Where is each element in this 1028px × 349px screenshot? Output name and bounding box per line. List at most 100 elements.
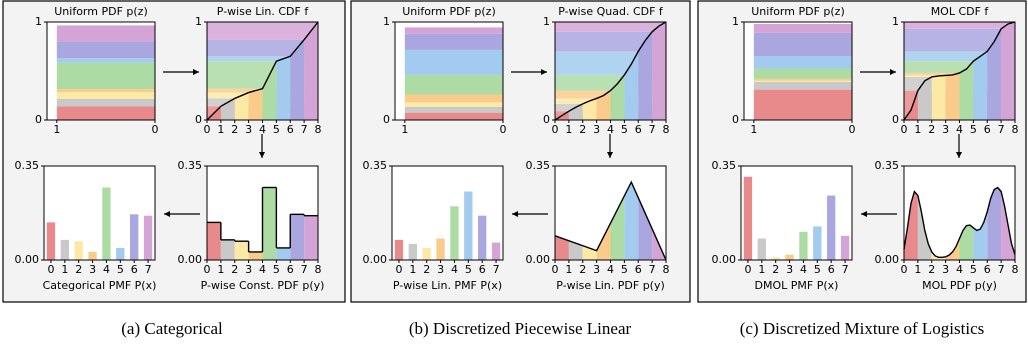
x-tick-label: 5 (970, 263, 977, 276)
x-tick-label: 2 (928, 123, 935, 136)
arrow-head (512, 211, 518, 217)
caption: (a) Categorical (121, 319, 223, 338)
x-tick-label: 3 (437, 263, 444, 276)
bar (799, 231, 808, 260)
y-tick-label: 0.35 (875, 159, 900, 172)
x-tick-label: 5 (465, 263, 472, 276)
area-fill (290, 39, 305, 120)
x-tick-label: 8 (663, 123, 670, 136)
bar (464, 191, 473, 260)
y-tick-label: 1 (35, 15, 42, 28)
area-fill (234, 92, 249, 120)
area-fill (987, 28, 1002, 120)
x-tick-label: 3 (942, 263, 949, 276)
y-tick-label: 0 (543, 113, 550, 126)
x-tick-label: 4 (259, 263, 266, 276)
x-tick-label: 0 (204, 123, 211, 136)
axes-frame (740, 165, 853, 261)
x-tick-label: 4 (607, 123, 614, 136)
cdf-band (904, 28, 1015, 52)
x-tick-label: 3 (593, 123, 600, 136)
x-tick-label: 1 (53, 123, 60, 136)
bar (60, 239, 69, 260)
arrow-head (890, 69, 896, 75)
x-tick-label: 6 (287, 123, 294, 136)
area-fill (1001, 22, 1015, 120)
y-tick-label: 0 (732, 113, 739, 126)
x-tick-label: 5 (273, 123, 280, 136)
band (404, 49, 503, 75)
x-tick-label: 3 (786, 263, 793, 276)
band (404, 27, 503, 34)
area-fill (262, 61, 277, 120)
chart-title: MOL CDF f (931, 5, 990, 18)
x-tick-label: 3 (89, 263, 96, 276)
bar (116, 247, 125, 260)
x-tick-label: 3 (593, 263, 600, 276)
band (404, 112, 503, 120)
x-tick-label: 6 (984, 123, 991, 136)
x-tick-label: 0 (901, 123, 908, 136)
x-tick-label: 0 (901, 263, 908, 276)
x-tick-label: 3 (245, 123, 252, 136)
area-fill (582, 98, 597, 120)
bar (46, 222, 56, 260)
x-tick-label: 1 (758, 263, 765, 276)
bar (840, 235, 850, 260)
y-tick-label: 0.00 (363, 253, 388, 266)
bar (74, 241, 83, 260)
chart-title: Uniform PDF p(z) (54, 5, 148, 18)
x-tick-label: 2 (579, 123, 586, 136)
bar (743, 176, 753, 260)
bar (813, 226, 822, 260)
area-fill (276, 56, 291, 120)
x-tick-label: 0 (744, 263, 751, 276)
step-fill (290, 214, 305, 260)
x-tick-label: 6 (479, 263, 486, 276)
band (753, 81, 852, 90)
x-tick-label: 2 (423, 263, 430, 276)
x-tick-label: 4 (451, 263, 458, 276)
bar (130, 214, 139, 260)
area-fill (596, 223, 611, 260)
y-tick-label: 1 (383, 15, 390, 28)
band (404, 106, 503, 113)
x-tick-label: 0 (552, 123, 559, 136)
x-tick-label: 1 (914, 263, 921, 276)
x-axis-label: P-wise Lin. PDF p(y) (556, 279, 665, 292)
bar (422, 247, 431, 260)
x-tick-label: 0 (152, 123, 159, 136)
x-tick-label: 8 (663, 263, 670, 276)
bar (771, 257, 780, 260)
x-tick-label: 1 (750, 123, 757, 136)
bar (827, 195, 836, 260)
y-tick-label: 0.35 (178, 159, 203, 172)
bar (408, 243, 417, 260)
x-tick-label: 1 (914, 123, 921, 136)
x-tick-label: 1 (401, 123, 408, 136)
step-fill (234, 241, 249, 260)
step-fill (207, 222, 221, 260)
band (56, 89, 156, 93)
band (56, 98, 156, 107)
bar (143, 215, 153, 260)
x-axis-label: P-wise Lin. PMF P(x) (393, 279, 502, 292)
step-fill (276, 247, 291, 260)
area-fill (638, 31, 653, 120)
area-fill (555, 235, 569, 260)
step-fill (262, 187, 277, 260)
x-tick-label: 8 (1012, 123, 1019, 136)
arrow-head (956, 152, 962, 158)
x-tick-label: 2 (928, 263, 935, 276)
bar (88, 251, 97, 260)
x-tick-label: 1 (409, 263, 416, 276)
area-fill (917, 76, 932, 120)
y-tick-label: 0 (195, 113, 202, 126)
axes-frame (394, 21, 504, 121)
x-tick-label: 2 (579, 263, 586, 276)
x-tick-label: 7 (301, 123, 308, 136)
area-fill (610, 195, 625, 260)
area-fill (652, 22, 666, 120)
band (56, 92, 156, 99)
x-axis-label: DMOL PMF P(x) (755, 279, 839, 292)
